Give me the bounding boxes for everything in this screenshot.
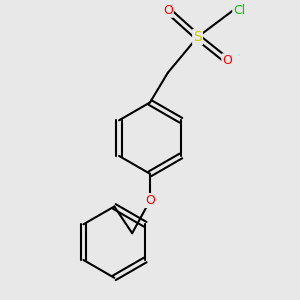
Text: Cl: Cl <box>233 4 245 17</box>
Text: O: O <box>145 194 155 207</box>
Text: O: O <box>222 54 232 67</box>
Text: S: S <box>193 30 202 44</box>
Text: O: O <box>163 4 173 17</box>
